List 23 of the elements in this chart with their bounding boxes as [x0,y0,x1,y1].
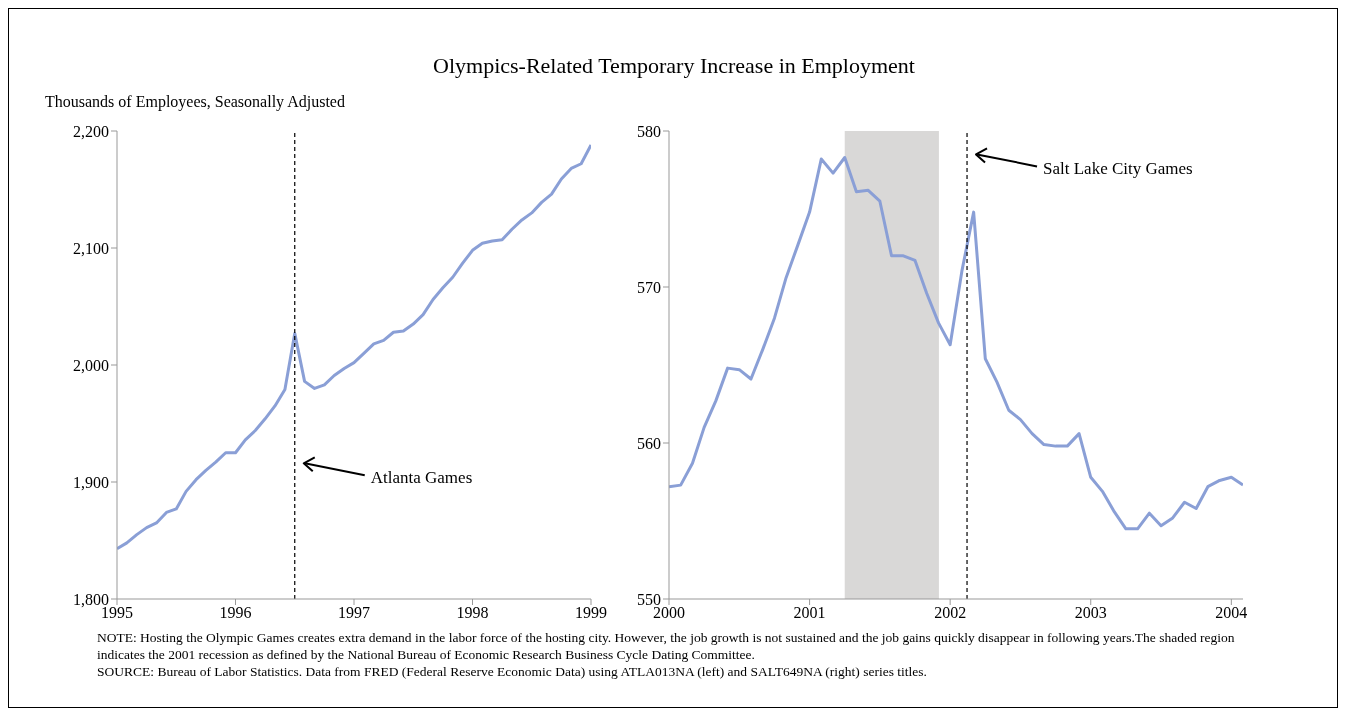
y-tick-label: 1,900 [73,473,109,491]
line-series [669,156,1243,531]
ref-line-label: Atlanta Games [370,468,473,488]
x-tick-label: 1998 [456,604,489,622]
y-tick-label: 2,200 [73,122,109,140]
y-tick-label: 560 [637,434,661,452]
y-tick-label: 2,000 [73,356,109,374]
x-tick-label: 1999 [575,604,607,622]
y-tick-label: 570 [637,278,661,296]
x-tick-label: 1996 [219,604,252,622]
line-series [117,143,591,551]
text: NOTE: Hosting the Olympic Games creates extra demand in the labor force of the hosting city. However, the job growth is not sustained and the job gains quickly disappear in following years.The shaded region indicates the 2001 recession as defined by the National Bureau of Economic Research Business Cycle Dating Committee. [97,629,1236,663]
y-tick-label: 580 [637,122,661,140]
text: Olympics-Related Temporary Increase in Employment [432,53,916,79]
x-tick-label: 1997 [338,604,370,622]
x-tick-label: 2004 [1215,604,1248,622]
source-note: SOURCE: Bureau of Labor Statistics. Data from FRED (Federal Reserve Economic Data) using ATLA013NA (left) and SALT649NA (right) series titles. [97,663,928,680]
x-tick-label: 2002 [934,604,967,622]
ref-line-label: Salt Lake City Games [1043,159,1193,179]
y-axis-title: Thousands of Employees, Seasonally Adjusted [45,93,346,113]
y-tick-label: 2,100 [73,239,109,257]
x-tick-label: 2001 [793,604,826,622]
x-tick-label: 2003 [1074,604,1107,622]
